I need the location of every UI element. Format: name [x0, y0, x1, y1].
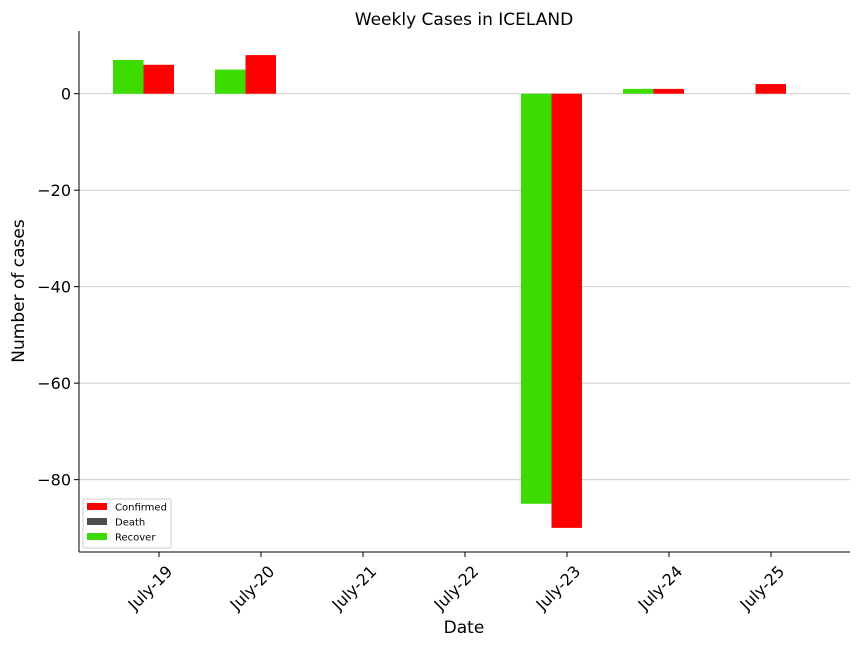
- x-tick-label: July-25: [736, 562, 789, 615]
- bar-confirmed: [245, 55, 276, 94]
- legend-label: Death: [115, 518, 145, 529]
- legend-swatch: [87, 518, 107, 525]
- y-ticks: 0 −20 −40 −60 −80: [37, 85, 79, 490]
- y-tick-label: −60: [37, 374, 71, 393]
- x-axis-label: Date: [444, 618, 485, 638]
- chart-title: Weekly Cases in ICELAND: [355, 10, 573, 30]
- y-axis-label: Number of cases: [9, 219, 29, 363]
- x-tick-label: July-20: [226, 562, 279, 615]
- x-tick-label: July-23: [532, 562, 585, 615]
- legend-swatch: [87, 533, 107, 540]
- x-tick-label: July-21: [328, 562, 381, 615]
- y-tick-label: −80: [37, 471, 71, 490]
- y-tick-label: 0: [61, 85, 71, 104]
- y-tick-label: −20: [37, 181, 71, 200]
- bar-confirmed: [551, 93, 582, 528]
- x-ticks: July-19 July-20 July-21 July-22 July-23 July-…: [124, 552, 789, 615]
- y-tick-label: −40: [37, 278, 71, 297]
- bar-recover: [521, 93, 552, 504]
- x-tick-label: July-22: [430, 562, 483, 615]
- bar-recover: [113, 59, 144, 94]
- legend-label: Confirmed: [115, 503, 167, 514]
- bar-confirmed: [755, 84, 786, 94]
- x-tick-label: July-19: [124, 562, 177, 615]
- legend-label: Recover: [115, 533, 156, 544]
- bar-confirmed: [143, 64, 174, 94]
- legend: Confirmed Death Recover: [82, 498, 172, 549]
- bar-recover: [623, 88, 654, 94]
- axes: [78, 31, 850, 553]
- bar-confirmed: [653, 88, 684, 94]
- legend-swatch: [87, 503, 107, 510]
- bars: [113, 55, 786, 528]
- x-tick-label: July-24: [634, 562, 687, 615]
- bar-recover: [215, 69, 246, 94]
- gridlines: [79, 93, 850, 481]
